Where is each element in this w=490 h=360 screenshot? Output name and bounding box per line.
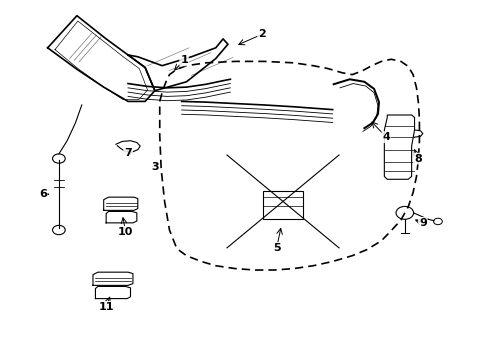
Text: 2: 2: [258, 29, 266, 39]
Text: 8: 8: [414, 154, 422, 163]
Text: 3: 3: [151, 162, 159, 172]
Text: 10: 10: [118, 227, 133, 237]
Text: 1: 1: [180, 55, 188, 65]
Text: 6: 6: [39, 189, 47, 199]
Text: 5: 5: [273, 243, 280, 253]
Text: 11: 11: [98, 302, 114, 312]
Text: 4: 4: [382, 132, 390, 142]
Text: 9: 9: [419, 218, 427, 228]
Bar: [263, 192, 303, 219]
Text: 7: 7: [124, 148, 132, 158]
